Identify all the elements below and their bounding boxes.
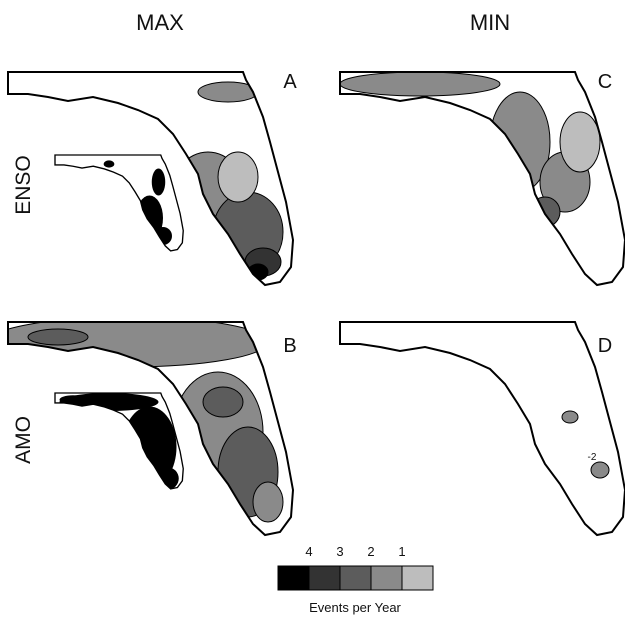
- contour-label: -2: [588, 452, 597, 463]
- figure: MAX MIN ENSO AMO Events per Year A C B D -2 4…: [0, 0, 625, 622]
- shade-region: [253, 482, 283, 522]
- legend-tick-label: 4: [305, 544, 312, 559]
- legend-tick-label: 2: [367, 544, 374, 559]
- map-panel: [340, 322, 625, 535]
- legend-swatch: [340, 566, 371, 590]
- column-header: MIN: [470, 10, 510, 35]
- row-label: ENSO: [12, 155, 35, 215]
- inset-map: [55, 155, 183, 251]
- legend-swatch: [402, 566, 433, 590]
- legend-title: Events per Year: [309, 600, 401, 615]
- shade-region: [514, 427, 526, 437]
- shade-region: [203, 387, 243, 417]
- shade-region: [562, 411, 578, 423]
- map-panel: [340, 72, 625, 285]
- shade-region: [28, 329, 88, 345]
- legend-swatch: [309, 566, 340, 590]
- legend-swatch: [278, 566, 309, 590]
- column-header: MAX: [136, 10, 184, 35]
- page: MAX MIN ENSO AMO Events per Year A C B D -2 4…: [0, 0, 625, 622]
- shade-region: [560, 112, 600, 172]
- florida-base: [340, 322, 625, 535]
- shade-region: [591, 462, 609, 478]
- legend-swatch: [371, 566, 402, 590]
- inset-spot: [104, 160, 115, 167]
- panel-letter: D: [598, 335, 612, 357]
- shade-region: [340, 72, 500, 96]
- inset-map: [55, 393, 183, 490]
- inset-spot: [154, 227, 172, 245]
- panel-letter: A: [283, 71, 297, 93]
- panel-letter: B: [283, 335, 296, 357]
- legend-tick-label: 3: [336, 544, 343, 559]
- panel-letter: C: [598, 71, 612, 93]
- row-label: AMO: [12, 416, 35, 464]
- legend-tick-label: 1: [398, 544, 405, 559]
- shade-region: [218, 152, 258, 202]
- inset-spot: [60, 395, 87, 404]
- inset-spot: [152, 169, 166, 196]
